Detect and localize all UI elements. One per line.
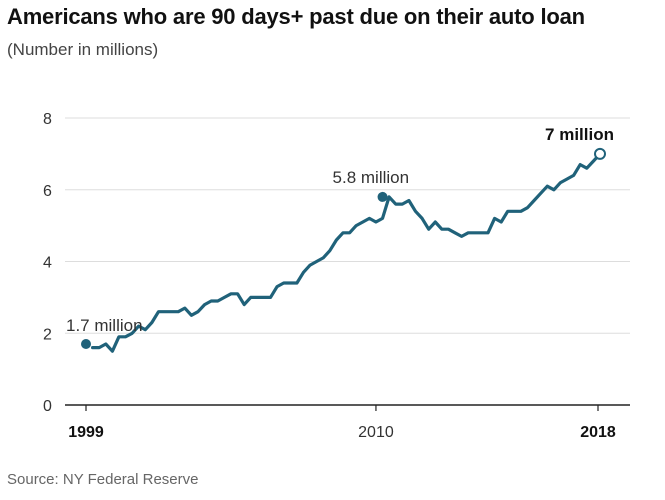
annotation-marker (594, 147, 606, 160)
y-tick-label: 8 (43, 111, 52, 128)
y-tick-label: 0 (43, 398, 52, 415)
y-tick-label: 4 (43, 255, 52, 272)
y-tick-label: 2 (43, 326, 52, 343)
x-tick-label: 2010 (358, 424, 394, 441)
y-tick-label: 6 (43, 183, 52, 200)
annotation-marker (81, 339, 91, 350)
chart-subtitle: (Number in millions) (7, 40, 159, 59)
series-line (91, 152, 602, 353)
source-note: Source: NY Federal Reserve (7, 471, 199, 488)
x-tick-label: 2018 (580, 424, 616, 441)
annotation-label: 1.7 million (66, 316, 143, 335)
annotation-label: 7 million (545, 125, 614, 144)
chart-title: Americans who are 90 days+ past due on t… (7, 4, 585, 29)
annotation-marker (377, 191, 388, 202)
x-tick-label: 1999 (68, 424, 104, 441)
annotation-label: 5.8 million (333, 168, 410, 187)
